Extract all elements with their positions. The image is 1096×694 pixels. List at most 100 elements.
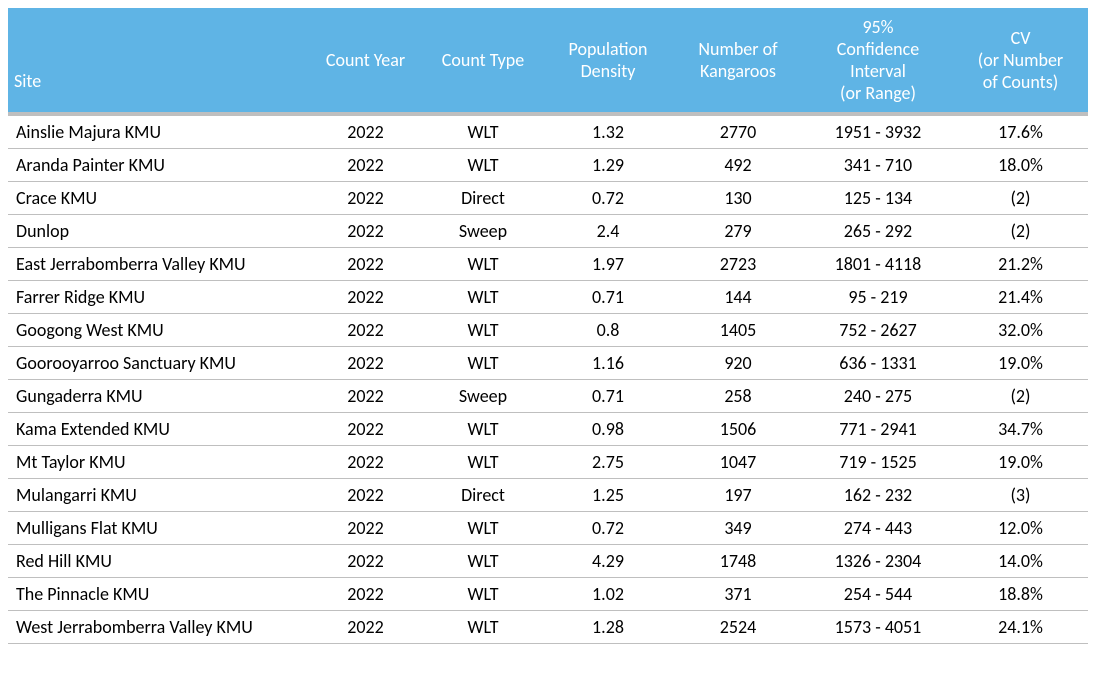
cell-density: 0.71 xyxy=(543,380,673,413)
table-row: Ainslie Majura KMU2022WLT1.3227701951 - … xyxy=(8,114,1088,149)
cell-ci: 771 - 2941 xyxy=(803,413,953,446)
cell-cv: 21.2% xyxy=(953,248,1088,281)
cell-density: 1.16 xyxy=(543,347,673,380)
cell-cv: 18.8% xyxy=(953,578,1088,611)
cell-ci: 636 - 1331 xyxy=(803,347,953,380)
cell-ci: 1951 - 3932 xyxy=(803,114,953,149)
cell-site: Mulangarri KMU xyxy=(8,479,308,512)
col-header-site: Site xyxy=(8,8,308,114)
cell-type: Direct xyxy=(423,479,543,512)
cell-cv: (3) xyxy=(953,479,1088,512)
cell-type: WLT xyxy=(423,545,543,578)
cell-site: Kama Extended KMU xyxy=(8,413,308,446)
cell-site: Gungaderra KMU xyxy=(8,380,308,413)
cell-cv: 12.0% xyxy=(953,512,1088,545)
cell-site: West Jerrabomberra Valley KMU xyxy=(8,611,308,644)
cell-cv: 18.0% xyxy=(953,149,1088,182)
cell-kangaroos: 258 xyxy=(673,380,803,413)
cell-site: Ainslie Majura KMU xyxy=(8,114,308,149)
cell-density: 2.75 xyxy=(543,446,673,479)
col-header-year: Count Year xyxy=(308,8,423,114)
cell-site: Dunlop xyxy=(8,215,308,248)
cell-site: Red Hill KMU xyxy=(8,545,308,578)
cell-year: 2022 xyxy=(308,248,423,281)
cell-type: WLT xyxy=(423,446,543,479)
cell-cv: (2) xyxy=(953,182,1088,215)
cell-density: 1.29 xyxy=(543,149,673,182)
cell-kangaroos: 1047 xyxy=(673,446,803,479)
cell-year: 2022 xyxy=(308,578,423,611)
cell-cv: 21.4% xyxy=(953,281,1088,314)
col-header-kangaroos: Number ofKangaroos xyxy=(673,8,803,114)
table-row: Red Hill KMU2022WLT4.2917481326 - 230414… xyxy=(8,545,1088,578)
table-row: Aranda Painter KMU2022WLT1.29492341 - 71… xyxy=(8,149,1088,182)
cell-kangaroos: 349 xyxy=(673,512,803,545)
cell-type: WLT xyxy=(423,281,543,314)
cell-cv: 19.0% xyxy=(953,446,1088,479)
cell-kangaroos: 1405 xyxy=(673,314,803,347)
cell-density: 0.8 xyxy=(543,314,673,347)
cell-density: 1.97 xyxy=(543,248,673,281)
cell-year: 2022 xyxy=(308,149,423,182)
cell-type: WLT xyxy=(423,347,543,380)
cell-year: 2022 xyxy=(308,347,423,380)
cell-ci: 162 - 232 xyxy=(803,479,953,512)
cell-cv: (2) xyxy=(953,380,1088,413)
table-row: Farrer Ridge KMU2022WLT0.7114495 - 21921… xyxy=(8,281,1088,314)
table-row: Crace KMU2022Direct0.72130125 - 134(2) xyxy=(8,182,1088,215)
cell-kangaroos: 920 xyxy=(673,347,803,380)
cell-kangaroos: 2770 xyxy=(673,114,803,149)
cell-density: 0.71 xyxy=(543,281,673,314)
cell-site: Farrer Ridge KMU xyxy=(8,281,308,314)
cell-ci: 341 - 710 xyxy=(803,149,953,182)
cell-year: 2022 xyxy=(308,380,423,413)
cell-cv: 17.6% xyxy=(953,114,1088,149)
cell-kangaroos: 1748 xyxy=(673,545,803,578)
cell-kangaroos: 197 xyxy=(673,479,803,512)
kangaroo-count-table: SiteCount YearCount TypePopulationDensit… xyxy=(8,8,1088,644)
cell-year: 2022 xyxy=(308,446,423,479)
table-row: West Jerrabomberra Valley KMU2022WLT1.28… xyxy=(8,611,1088,644)
cell-ci: 1573 - 4051 xyxy=(803,611,953,644)
cell-kangaroos: 2524 xyxy=(673,611,803,644)
cell-density: 0.72 xyxy=(543,182,673,215)
table-row: East Jerrabomberra Valley KMU2022WLT1.97… xyxy=(8,248,1088,281)
cell-kangaroos: 144 xyxy=(673,281,803,314)
cell-density: 4.29 xyxy=(543,545,673,578)
cell-kangaroos: 1506 xyxy=(673,413,803,446)
cell-type: WLT xyxy=(423,512,543,545)
cell-cv: (2) xyxy=(953,215,1088,248)
cell-density: 1.02 xyxy=(543,578,673,611)
cell-kangaroos: 130 xyxy=(673,182,803,215)
cell-density: 2.4 xyxy=(543,215,673,248)
cell-site: Aranda Painter KMU xyxy=(8,149,308,182)
cell-kangaroos: 371 xyxy=(673,578,803,611)
cell-kangaroos: 279 xyxy=(673,215,803,248)
cell-site: Mulligans Flat KMU xyxy=(8,512,308,545)
cell-density: 0.98 xyxy=(543,413,673,446)
table-row: Googong West KMU2022WLT0.81405752 - 2627… xyxy=(8,314,1088,347)
table-row: Mt Taylor KMU2022WLT2.751047719 - 152519… xyxy=(8,446,1088,479)
cell-ci: 719 - 1525 xyxy=(803,446,953,479)
cell-ci: 752 - 2627 xyxy=(803,314,953,347)
cell-cv: 14.0% xyxy=(953,545,1088,578)
table-row: Mulangarri KMU2022Direct1.25197162 - 232… xyxy=(8,479,1088,512)
cell-year: 2022 xyxy=(308,114,423,149)
cell-year: 2022 xyxy=(308,512,423,545)
cell-density: 1.28 xyxy=(543,611,673,644)
table-row: Gungaderra KMU2022Sweep0.71258240 - 275(… xyxy=(8,380,1088,413)
cell-site: Crace KMU xyxy=(8,182,308,215)
cell-density: 1.32 xyxy=(543,114,673,149)
cell-year: 2022 xyxy=(308,281,423,314)
cell-year: 2022 xyxy=(308,479,423,512)
cell-type: Sweep xyxy=(423,215,543,248)
cell-kangaroos: 2723 xyxy=(673,248,803,281)
cell-density: 1.25 xyxy=(543,479,673,512)
cell-cv: 19.0% xyxy=(953,347,1088,380)
cell-ci: 240 - 275 xyxy=(803,380,953,413)
kangaroo-count-table-container: SiteCount YearCount TypePopulationDensit… xyxy=(8,8,1088,644)
cell-cv: 32.0% xyxy=(953,314,1088,347)
cell-ci: 125 - 134 xyxy=(803,182,953,215)
cell-type: WLT xyxy=(423,314,543,347)
cell-type: WLT xyxy=(423,611,543,644)
